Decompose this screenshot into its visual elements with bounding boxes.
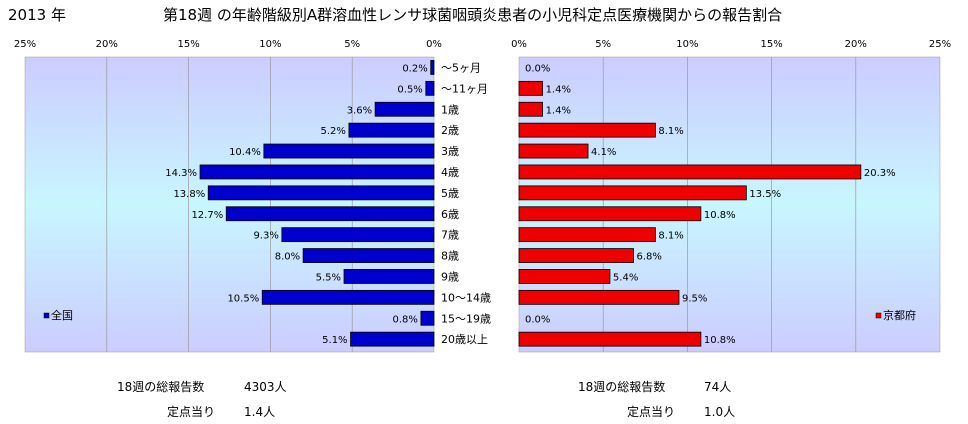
- kyoto-data-label: 1.4%: [546, 105, 571, 116]
- national-bar: [374, 101, 435, 117]
- right-tick-label: 25%: [929, 39, 951, 50]
- left-tick-label: 15%: [177, 39, 199, 50]
- right-tick-label: 20%: [845, 39, 867, 50]
- left-tick-label: 5%: [344, 39, 360, 50]
- kyoto-legend-swatch: [875, 312, 882, 319]
- kyoto-data-label: 13.5%: [749, 189, 781, 200]
- age-category-label: 6歳: [441, 208, 459, 221]
- left-tick-label: 10%: [259, 39, 281, 50]
- national-bar: [207, 185, 435, 201]
- kyoto-data-label: 9.5%: [682, 293, 707, 304]
- kyoto-bar: [518, 248, 634, 263]
- national-data-label: 5.2%: [321, 126, 346, 137]
- age-category-label: ～5ヶ月: [441, 61, 481, 74]
- kyoto-data-label: 10.8%: [704, 335, 736, 346]
- national-data-label: 5.5%: [316, 272, 341, 283]
- right-tick-label: 15%: [760, 39, 782, 50]
- national-per-value: 1.4人: [244, 405, 276, 419]
- kyoto-data-label: 10.8%: [704, 210, 736, 221]
- national-data-label: 10.5%: [227, 293, 259, 304]
- kyoto-total-label: 18週の総報告数: [578, 380, 666, 394]
- national-bar: [348, 122, 435, 138]
- national-data-label: 0.2%: [402, 63, 427, 74]
- right-tick-label: 5%: [595, 39, 611, 50]
- age-category-label: 9歳: [441, 270, 459, 283]
- kyoto-bar: [518, 143, 589, 159]
- left-tick-label: 0%: [426, 39, 442, 50]
- national-bar: [420, 310, 435, 326]
- national-data-label: 5.1%: [322, 335, 347, 346]
- left-plot-area: [24, 56, 435, 353]
- national-data-label: 13.8%: [173, 189, 205, 200]
- national-bar: [225, 206, 435, 222]
- year-label: 2013 年: [8, 6, 66, 24]
- kyoto-legend-label: 京都府: [883, 308, 916, 322]
- national-data-label: 9.3%: [253, 231, 278, 242]
- national-total-value: 4303人: [244, 380, 287, 394]
- national-legend-label: 全国: [51, 308, 73, 322]
- right-tick-label: 0%: [511, 39, 527, 50]
- national-data-label: 8.0%: [275, 252, 300, 263]
- kyoto-bar: [518, 289, 680, 305]
- national-data-label: 10.4%: [229, 147, 261, 158]
- age-category-label: 7歳: [441, 229, 459, 242]
- kyoto-data-label: 5.4%: [613, 272, 638, 283]
- kyoto-data-label: 0.0%: [525, 63, 550, 74]
- age-category-label: 4歳: [441, 166, 459, 179]
- national-bar: [430, 60, 435, 75]
- national-bar: [261, 289, 435, 305]
- kyoto-bar: [518, 80, 543, 96]
- age-category-label: 5歳: [441, 187, 459, 200]
- national-bar: [425, 80, 435, 96]
- kyoto-bar: [518, 122, 656, 138]
- kyoto-bar: [518, 206, 702, 222]
- national-per-label: 定点当り: [167, 405, 216, 419]
- kyoto-data-label: 4.1%: [591, 147, 616, 158]
- chart-title: 第18週 の年齢階級別A群溶血性レンサ球菌咽頭炎患者の小児科定点医療機関からの報…: [163, 6, 783, 24]
- left-tick-label: 20%: [96, 39, 118, 50]
- age-category-label: 3歳: [441, 145, 459, 158]
- kyoto-data-label: 6.8%: [637, 252, 662, 263]
- age-category-label: 1歳: [441, 103, 459, 116]
- kyoto-per-label: 定点当り: [627, 405, 676, 419]
- kyoto-data-label: 0.0%: [525, 314, 550, 325]
- kyoto-bar: [518, 164, 862, 180]
- national-bar: [281, 227, 435, 243]
- national-bar: [343, 269, 435, 284]
- age-category-label: 10～14歳: [441, 291, 491, 304]
- kyoto-per-value: 1.0人: [704, 405, 736, 419]
- national-data-label: 12.7%: [191, 210, 223, 221]
- right-tick-label: 10%: [676, 39, 698, 50]
- age-category-label: ～11ヶ月: [441, 82, 488, 95]
- age-category-label: 8歳: [441, 250, 459, 263]
- national-data-label: 0.8%: [393, 314, 418, 325]
- kyoto-data-label: 1.4%: [546, 84, 571, 95]
- national-total-label: 18週の総報告数: [117, 380, 205, 394]
- kyoto-bar: [518, 101, 543, 117]
- national-bar: [263, 143, 435, 159]
- national-bar: [199, 164, 435, 180]
- kyoto-bar: [518, 269, 611, 284]
- kyoto-total-value: 74人: [704, 380, 732, 394]
- left-tick-label: 25%: [14, 39, 36, 50]
- national-data-label: 14.3%: [165, 168, 197, 179]
- age-category-label: 2歳: [441, 124, 459, 137]
- age-category-label: 20歳以上: [441, 333, 488, 346]
- kyoto-data-label: 8.1%: [658, 126, 683, 137]
- national-bar: [302, 248, 435, 263]
- kyoto-bar: [518, 185, 747, 201]
- national-data-label: 0.5%: [397, 84, 422, 95]
- kyoto-bar: [518, 331, 702, 347]
- age-category-label: 15～19歳: [441, 312, 491, 325]
- right-plot-area: [518, 56, 941, 353]
- national-legend-swatch: [43, 312, 50, 319]
- kyoto-data-label: 8.1%: [658, 231, 683, 242]
- national-data-label: 3.6%: [347, 105, 372, 116]
- kyoto-data-label: 20.3%: [864, 168, 896, 179]
- national-bar: [350, 331, 435, 347]
- kyoto-bar: [518, 227, 656, 243]
